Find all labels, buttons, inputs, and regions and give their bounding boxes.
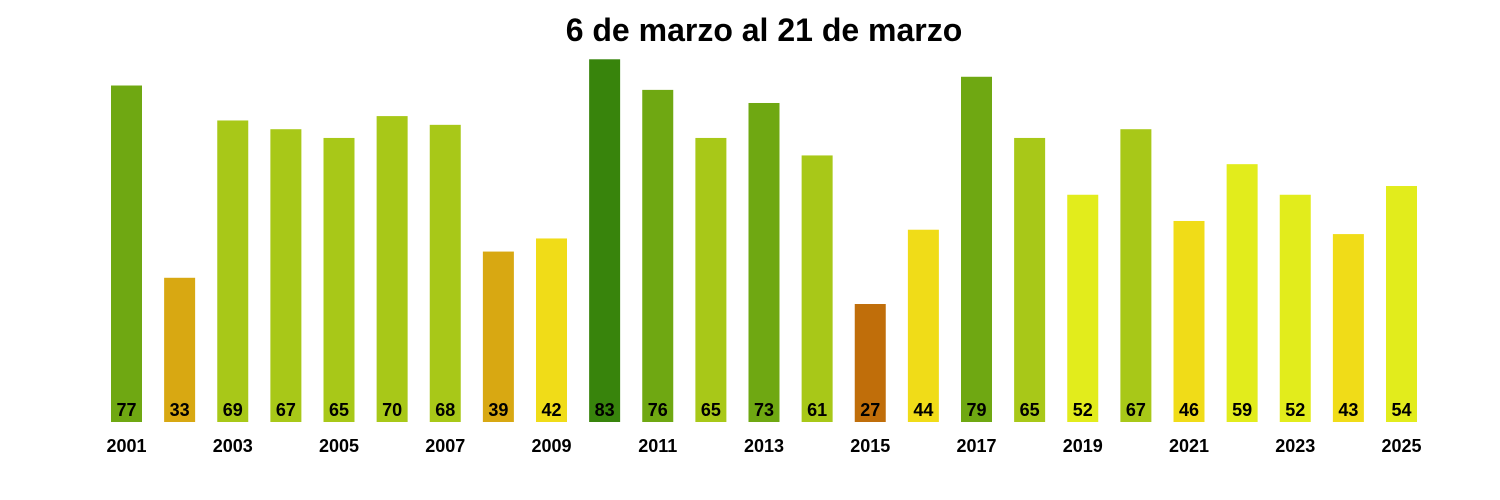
x-tick-label-2003: 2003 [213,436,253,456]
bars-layer [111,59,1417,423]
value-label-2003: 69 [223,400,243,420]
bar-2006 [376,116,408,422]
value-label-2021: 46 [1179,400,1199,420]
bar-2022 [1226,164,1258,423]
bar-2017 [961,76,992,423]
bar-2003 [217,120,249,422]
value-label-2001: 77 [116,400,136,420]
bar-2015 [854,304,886,422]
value-label-2014: 61 [807,400,827,420]
bar-2016 [907,229,939,422]
x-tick-label-2015: 2015 [850,436,890,456]
value-label-2023: 52 [1285,400,1305,420]
value-label-2002: 33 [170,400,190,420]
bar-2021 [1173,220,1205,422]
x-tick-label-2013: 2013 [744,436,784,456]
value-label-2005: 65 [329,400,349,420]
value-label-2004: 67 [276,400,296,420]
value-label-2020: 67 [1126,400,1146,420]
x-tick-label-2007: 2007 [425,436,465,456]
x-tick-label-2021: 2021 [1169,436,1209,456]
bar-2025 [1386,186,1417,422]
bar-2004 [270,129,302,422]
x-tick-label-2001: 2001 [106,436,146,456]
x-tick-label-2023: 2023 [1275,436,1315,456]
x-axis-ticks: 2001 2003 2005 2007 2009 2011 2013 2015 2017 2019… [106,436,1421,456]
chart-title: 6 de marzo al 21 de marzo [565,12,963,48]
value-label-2010: 83 [595,400,615,420]
bar-2012 [695,137,727,422]
value-label-2015: 27 [860,400,880,420]
value-label-2013: 73 [754,400,774,420]
bar-2009 [536,238,567,422]
bar-2024 [1332,234,1364,422]
value-label-2006: 70 [382,400,402,420]
bar-2019 [1067,194,1099,422]
bar-2018 [1014,137,1046,422]
x-tick-label-2017: 2017 [956,436,996,456]
value-label-2025: 54 [1391,400,1411,420]
bar-2005 [323,137,355,422]
bar-2013 [748,102,780,423]
value-labels-layer: 77 33 69 67 65 70 68 39 42 83 76 65 73 61 27 44 79 65 52 67… [116,400,1411,420]
bar-2002 [164,277,196,422]
value-label-2022: 59 [1232,400,1252,420]
x-tick-label-2011: 2011 [638,436,677,456]
x-tick-label-2025: 2025 [1381,436,1421,456]
x-tick-label-2005: 2005 [319,436,359,456]
value-label-2007: 68 [435,400,455,420]
value-label-2016: 44 [913,400,933,420]
value-label-2008: 39 [488,400,508,420]
value-label-2018: 65 [1020,400,1040,420]
bar-2008 [482,251,514,422]
value-label-2009: 42 [541,400,561,420]
value-label-2011: 76 [648,400,668,420]
value-label-2024: 43 [1338,400,1358,420]
x-tick-label-2009: 2009 [531,436,571,456]
value-label-2019: 52 [1073,400,1093,420]
bar-2010 [589,59,621,422]
bar-2020 [1120,129,1152,422]
value-label-2012: 65 [701,400,721,420]
bar-2014 [801,155,833,422]
value-label-2017: 79 [966,400,986,420]
bar-2011 [642,89,674,422]
bar-2001 [111,85,142,422]
bar-2007 [429,124,461,422]
bar-2023 [1279,194,1311,422]
x-tick-label-2019: 2019 [1063,436,1103,456]
